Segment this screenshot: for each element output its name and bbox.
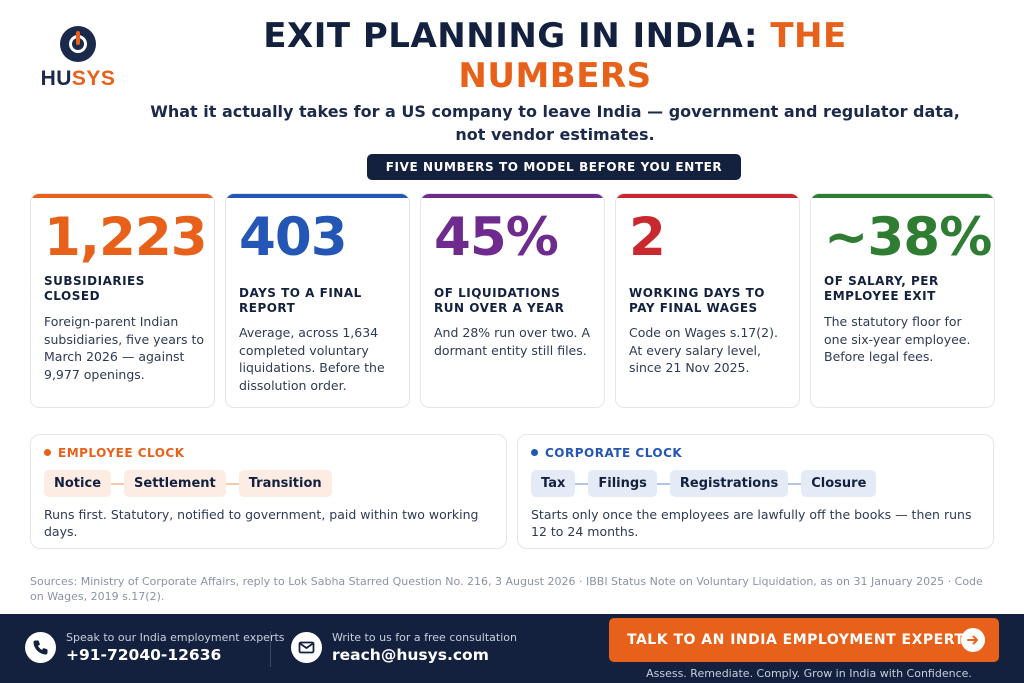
- stat-number: 45%: [434, 207, 559, 268]
- stat-label: OF SALARY, PER EMPLOYEE EXIT: [824, 274, 939, 303]
- employee-clock-note: Runs first. Statutory, notified to gover…: [44, 507, 479, 539]
- stat-number: 1,223: [44, 207, 208, 268]
- stat-description: Code on Wages s.17(2). At every salary l…: [629, 325, 778, 375]
- step-connector: [656, 482, 670, 485]
- stat-label: OF LIQUIDATIONS RUN OVER A YEAR: [434, 286, 565, 315]
- card-accent-bar: [811, 194, 994, 198]
- card-accent-bar: [616, 194, 799, 198]
- step-chip: Tax: [531, 470, 576, 497]
- phone-icon: [25, 632, 56, 663]
- card-accent-bar: [226, 194, 409, 198]
- email-address[interactable]: reach@husys.com: [332, 646, 489, 664]
- cta-label: TALK TO AN INDIA EMPLOYMENT EXPERT: [627, 632, 965, 648]
- page-subtitle: What it actually takes for a US company …: [150, 102, 960, 144]
- phone-caption: Speak to our India employment experts: [66, 631, 285, 644]
- employee-clock-heading: EMPLOYEE CLOCK: [44, 446, 185, 460]
- step-chip: Registrations: [669, 470, 789, 497]
- step-connector: [111, 482, 125, 485]
- corporate-clock-heading: CORPORATE CLOCK: [531, 446, 682, 460]
- stat-number: ~38%: [824, 207, 992, 268]
- stat-card-subsidiaries: 1,223 SUBSIDIARIES CLOSED Foreign-parent…: [30, 193, 215, 408]
- power-logo-icon: [60, 26, 96, 62]
- step-connector: [575, 482, 589, 485]
- step-chip: Settlement: [124, 470, 226, 497]
- stat-card-final-wages: 2 WORKING DAYS TO PAY FINAL WAGES Code o…: [615, 193, 800, 408]
- stat-description: Foreign-parent Indian subsidiaries, five…: [44, 314, 205, 382]
- footer-email-contact[interactable]: Write to us for a free consultation reac…: [291, 628, 531, 668]
- arrow-right-icon: [961, 628, 985, 652]
- talk-to-expert-button[interactable]: TALK TO AN INDIA EMPLOYMENT EXPERT: [609, 618, 999, 662]
- corporate-clock-steps: Tax Filings Registrations Closure: [531, 470, 877, 497]
- step-connector: [225, 482, 239, 485]
- step-chip: Closure: [801, 470, 877, 497]
- step-connector: [788, 482, 802, 485]
- footer-divider: [270, 631, 271, 667]
- section-pill: FIVE NUMBERS TO MODEL BEFORE YOU ENTER: [367, 154, 741, 180]
- step-chip: Notice: [44, 470, 112, 497]
- blue-dot-icon: [531, 449, 538, 456]
- employee-clock-steps: Notice Settlement Transition: [44, 470, 332, 497]
- stat-card-salary-exit: ~38% OF SALARY, PER EMPLOYEE EXIT The st…: [810, 193, 995, 408]
- title-main: EXIT PLANNING IN INDIA:: [263, 16, 759, 56]
- mail-icon: [291, 632, 322, 663]
- stat-number: 403: [239, 207, 348, 268]
- brand-wordmark: HUSYS: [40, 67, 116, 90]
- stat-label: WORKING DAYS TO PAY FINAL WAGES: [629, 286, 766, 315]
- email-caption: Write to us for a free consultation: [332, 631, 517, 644]
- stat-number: 2: [629, 207, 666, 268]
- stat-description: And 28% run over two. A dormant entity s…: [434, 325, 590, 358]
- step-chip: Filings: [588, 470, 657, 497]
- stat-description: The statutory floor for one six-year emp…: [824, 314, 971, 364]
- step-chip: Transition: [238, 470, 332, 497]
- phone-number[interactable]: +91-72040-12636: [66, 646, 222, 664]
- card-accent-bar: [31, 194, 214, 198]
- card-accent-bar: [421, 194, 604, 198]
- sources-footnote: Sources: Ministry of Corporate Affairs, …: [30, 575, 983, 603]
- stat-label: SUBSIDIARIES CLOSED: [44, 274, 145, 303]
- corporate-clock-panel: CORPORATE CLOCK Tax Filings Registration…: [517, 434, 994, 549]
- stat-card-days-to-report: 403 DAYS TO A FINAL REPORT Average, acro…: [225, 193, 410, 408]
- corporate-clock-note: Starts only once the employees are lawfu…: [531, 507, 972, 539]
- title-accent: THE NUMBERS: [458, 16, 847, 96]
- footer-phone-contact[interactable]: Speak to our India employment experts +9…: [25, 628, 285, 668]
- stat-card-liquidations: 45% OF LIQUIDATIONS RUN OVER A YEAR And …: [420, 193, 605, 408]
- orange-dot-icon: [44, 449, 51, 456]
- stat-description: Average, across 1,634 completed voluntar…: [239, 325, 385, 393]
- footer-tagline: Assess. Remediate. Comply. Grow in India…: [646, 667, 972, 680]
- stat-label: DAYS TO A FINAL REPORT: [239, 286, 362, 315]
- employee-clock-panel: EMPLOYEE CLOCK Notice Settlement Transit…: [30, 434, 507, 549]
- page-title: EXIT PLANNING IN INDIA: THE NUMBERS: [190, 16, 920, 96]
